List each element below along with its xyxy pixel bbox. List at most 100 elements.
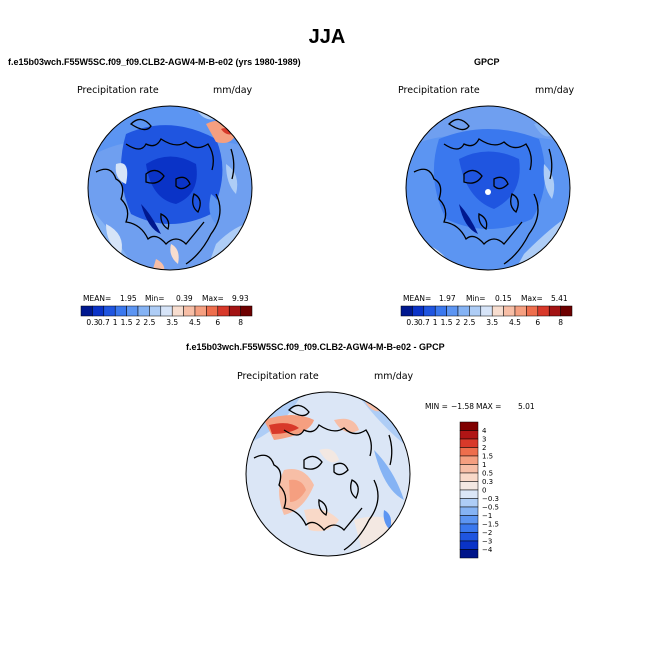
model-variable-label: Precipitation rate [77,85,159,96]
colorbar-swatch [240,305,253,317]
colorbar-swatch [469,305,482,317]
colorbar-tick-label: 1 [482,461,486,469]
colorbar-tick-label: 0.3 [86,318,98,327]
colorbar-tick-label: 2 [456,318,461,327]
colorbar-swatch [92,305,105,317]
colorbar-tick-label: 0 [482,487,486,495]
colorbar-tick-label: −0.5 [482,504,499,512]
colorbar-tick-label: 3 [482,436,486,444]
colorbar-swatch [459,532,479,542]
colorbar-swatch [446,305,459,317]
diff-min-label: MIN = [425,402,448,411]
obs-panel-title: GPCP [474,57,500,67]
model-min-value: 0.39 [176,294,193,303]
colorbar-tick-label: 0.7 [98,318,110,327]
model-units-label: mm/day [213,85,253,96]
colorbar-tick-label: −0.3 [482,495,499,503]
colorbar-swatch [459,447,479,457]
model-max-value: 9.93 [232,294,249,303]
colorbar-swatch [491,305,504,317]
colorbar-tick-label: 4 [482,427,487,435]
colorbar-tick-label: 3.5 [166,318,178,327]
colorbar-swatch [514,305,527,317]
colorbar-swatch [126,305,139,317]
colorbar-swatch [459,464,479,474]
colorbar-swatch [459,421,479,431]
obs-variable-label: Precipitation rate [398,85,480,96]
model-mean-label: MEAN= [83,294,112,303]
colorbar-swatch [457,305,470,317]
colorbar-tick-label: 3.5 [486,318,498,327]
obs-min-label: Min= [466,294,486,303]
colorbar-tick-label: 0.5 [482,470,493,478]
colorbar-tick-label: −3 [482,538,492,546]
colorbar-tick-label: −1.5 [482,521,499,529]
colorbar-swatch [480,305,493,317]
model-max-label: Max= [202,294,224,303]
colorbar-tick-label: 2.5 [143,318,155,327]
colorbar-tick-label: 0.7 [418,318,430,327]
colorbar-tick-label: 6 [215,318,220,327]
colorbar-swatch [459,523,479,533]
colorbar-swatch [171,305,184,317]
colorbar-swatch [526,305,539,317]
colorbar-tick-label: 4.5 [509,318,521,327]
obs-max-label: Max= [521,294,543,303]
colorbar-tick-label: 8 [558,318,563,327]
diff-max-label: MAX = [476,402,502,411]
colorbar-tick-label: 1 [113,318,118,327]
colorbar-swatch [206,305,219,317]
model-colorbar: 0.3 0.7 1 1.5 2 2.5 3.5 4.5 6 8 [80,305,253,327]
colorbar-swatch [459,438,479,448]
colorbar-swatch [149,305,162,317]
obs-units-label: mm/day [535,85,575,96]
colorbar-tick-label: 0.3 [482,478,493,486]
diff-precip-map [245,391,411,557]
diff-units-label: mm/day [374,371,414,382]
model-precip-map [87,105,253,271]
colorbar-swatch [459,498,479,508]
colorbar-swatch [412,305,425,317]
colorbar-swatch [548,305,561,317]
obs-max-value: 5.41 [551,294,568,303]
colorbar-tick-label: −4 [482,546,493,554]
colorbar-tick-label: 1.5 [482,453,493,461]
colorbar-swatch [503,305,516,317]
colorbar-swatch [228,305,241,317]
model-panel-title: f.e15b03wch.F55W5SC.f09_f09.CLB2-AGW4-M-… [8,57,301,67]
obs-mean-value: 1.97 [439,294,456,303]
colorbar-swatch [459,481,479,491]
colorbar-swatch [80,305,93,317]
colorbar-tick-label: 1.5 [121,318,133,327]
obs-mean-label: MEAN= [403,294,432,303]
obs-colorbar: 0.3 0.7 1 1.5 2 2.5 3.5 4.5 6 8 [400,305,573,327]
colorbar-tick-label: 6 [535,318,540,327]
colorbar-tick-label: 2 [482,444,486,452]
colorbar-swatch [423,305,436,317]
colorbar-tick-label: 4.5 [189,318,201,327]
colorbar-tick-label: −1 [482,512,492,520]
colorbar-swatch [537,305,550,317]
colorbar-tick-label: 1 [433,318,438,327]
colorbar-tick-label: 2 [136,318,141,327]
colorbar-swatch [459,472,479,482]
colorbar-swatch [459,430,479,440]
colorbar-tick-label: 2.5 [463,318,475,327]
diff-panel-title: f.e15b03wch.F55W5SC.f09_f09.CLB2-AGW4-M-… [186,342,445,352]
colorbar-swatch [103,305,116,317]
obs-min-value: 0.15 [495,294,512,303]
colorbar-swatch [459,489,479,499]
colorbar-swatch [459,506,479,516]
colorbar-swatch [137,305,150,317]
obs-precip-map [405,105,571,271]
page-title: JJA [308,26,346,48]
colorbar-tick-label: 1.5 [441,318,453,327]
colorbar-swatch [160,305,173,317]
colorbar-swatch [459,540,479,550]
model-mean-value: 1.95 [120,294,137,303]
colorbar-swatch [400,305,413,317]
diff-min-value: −1.58 [451,402,474,411]
colorbar-swatch [114,305,127,317]
colorbar-swatch [194,305,207,317]
